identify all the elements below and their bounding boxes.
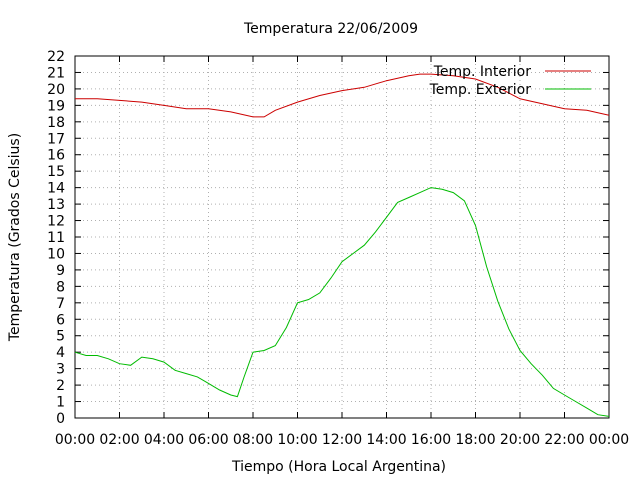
legend-label: Temp. Interior bbox=[433, 64, 532, 80]
tick-marks bbox=[74, 55, 610, 419]
series-layer bbox=[74, 73, 610, 417]
x-tick-label: 06:00 bbox=[188, 432, 228, 448]
y-tick-label: 2 bbox=[56, 378, 65, 394]
x-tick-label: 00:00 bbox=[55, 432, 95, 448]
series-line-temp-interior bbox=[75, 73, 610, 118]
y-tick-label: 16 bbox=[47, 148, 65, 164]
x-tick-label: 22:00 bbox=[544, 432, 584, 448]
x-tick-label: 04:00 bbox=[144, 432, 184, 448]
x-tick-label: 10:00 bbox=[277, 432, 317, 448]
y-tick-label: 7 bbox=[56, 296, 65, 312]
x-tick-label: 20:00 bbox=[500, 432, 540, 448]
legend-label: Temp. Exterior bbox=[429, 82, 532, 98]
legend: Temp. Interior Temp. Exterior bbox=[429, 64, 591, 98]
chart-title: Temperatura 22/06/2009 bbox=[243, 21, 418, 37]
x-tick-label: 18:00 bbox=[455, 432, 495, 448]
y-tick-label: 6 bbox=[56, 312, 65, 328]
y-tick-label: 12 bbox=[47, 214, 65, 230]
y-tick-label: 9 bbox=[56, 263, 65, 279]
y-tick-label: 4 bbox=[56, 345, 65, 361]
y-tick-label: 13 bbox=[47, 197, 65, 213]
y-tick-label: 21 bbox=[47, 65, 65, 81]
x-tick-label: 16:00 bbox=[411, 432, 451, 448]
grid-lines bbox=[75, 56, 609, 418]
x-tick-label: 08:00 bbox=[233, 432, 273, 448]
y-tick-label: 14 bbox=[47, 181, 65, 197]
x-tick-label: 02:00 bbox=[99, 432, 139, 448]
y-tick-label: 15 bbox=[47, 164, 65, 180]
y-axis-label: Temperatura (Grados Celsius) bbox=[7, 133, 23, 342]
y-tick-label: 11 bbox=[47, 230, 65, 246]
y-tick-label: 10 bbox=[47, 246, 65, 262]
y-tick-label: 3 bbox=[56, 362, 65, 378]
x-tick-labels: 00:00 02:00 04:00 06:00 08:00 10:00 12:00 14:00… bbox=[55, 432, 629, 448]
series-line-temp-exterior bbox=[74, 187, 610, 417]
y-tick-label: 0 bbox=[56, 411, 65, 427]
y-tick-label: 1 bbox=[56, 395, 65, 411]
y-tick-label: 8 bbox=[56, 279, 65, 295]
y-tick-label: 20 bbox=[47, 82, 65, 98]
x-axis-label: Tiempo (Hora Local Argentina) bbox=[231, 459, 446, 475]
x-tick-label: 00:00 bbox=[589, 432, 629, 448]
y-tick-label: 5 bbox=[56, 329, 65, 345]
y-tick-label: 19 bbox=[47, 98, 65, 114]
x-tick-label: 14:00 bbox=[366, 432, 406, 448]
y-tick-label: 17 bbox=[47, 131, 65, 147]
y-tick-label: 18 bbox=[47, 115, 65, 131]
x-tick-label: 12:00 bbox=[322, 432, 362, 448]
y-tick-label: 22 bbox=[47, 49, 65, 65]
